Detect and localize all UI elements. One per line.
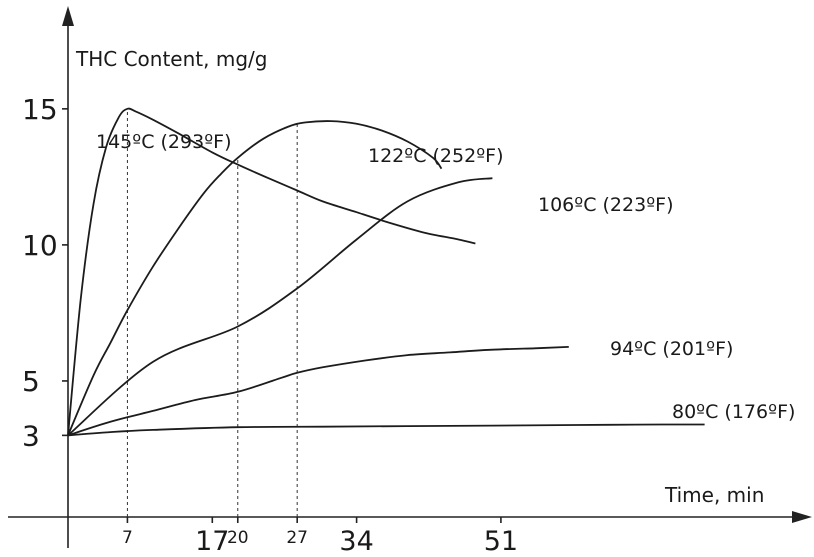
series-line-80-176 <box>67 423 705 437</box>
series-lines <box>67 107 705 437</box>
series-label-106-223: 106ºC (223ºF) <box>538 194 674 216</box>
y-ticks: 3 5 10 15 <box>22 93 68 452</box>
series-label-94-201: 94ºC (201ºF) <box>610 338 733 360</box>
x-tick-label-51: 51 <box>484 526 518 557</box>
series-label-122-252: 122ºC (252ºF) <box>368 145 504 167</box>
x-axis-title: Time, min <box>664 483 764 507</box>
x-tick-label-27: 27 <box>286 528 308 548</box>
y-tick-label-10: 10 <box>22 229 58 262</box>
y-tick-label-3: 3 <box>22 419 40 452</box>
series-label-145-293: 145ºC (293ºF) <box>96 131 232 153</box>
x-tick-label-34: 34 <box>339 526 373 557</box>
series-line-122-252 <box>67 120 443 436</box>
series-labels: 145ºC (293ºF) 122ºC (252ºF) 106ºC (223ºF) 9… <box>96 131 795 423</box>
y-tick-label-5: 5 <box>22 365 40 398</box>
x-axis-arrow-icon <box>792 511 812 523</box>
x-tick-label-20: 20 <box>227 528 249 548</box>
x-tick-label-17: 17 <box>195 526 229 557</box>
series-line-94-201 <box>67 346 569 437</box>
y-axis-title: THC Content, mg/g <box>75 47 267 71</box>
y-axis-arrow-icon <box>62 6 74 26</box>
reference-lines <box>126 108 298 517</box>
series-label-80-176: 80ºC (176ºF) <box>672 401 795 423</box>
x-tick-label-7: 7 <box>122 528 133 548</box>
series-line-106-223 <box>67 177 493 437</box>
series-line-145-293 <box>67 107 476 436</box>
y-tick-label-15: 15 <box>22 93 58 126</box>
